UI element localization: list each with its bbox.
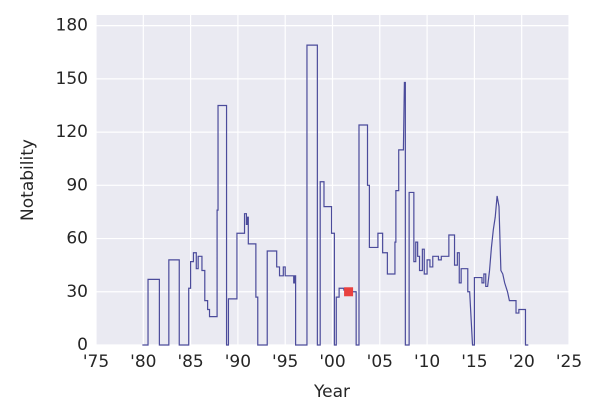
x-tick-label: '25: [556, 352, 582, 372]
x-tick-label: '00: [319, 352, 345, 372]
marker: [344, 287, 354, 297]
x-tick-label: '90: [225, 352, 251, 372]
x-tick-label: '85: [177, 352, 203, 372]
x-tick-label: '95: [272, 352, 298, 372]
x-tick-label: '15: [461, 352, 487, 372]
y-tick-label: 90: [66, 175, 88, 195]
y-tick-label: 150: [56, 69, 88, 89]
x-tick-label: '80: [130, 352, 156, 372]
x-tick-label: '10: [414, 352, 440, 372]
y-tick-label: 180: [56, 16, 88, 36]
line: [142, 44, 529, 346]
x-tick-label: '05: [367, 352, 393, 372]
y-axis-label: Notability: [18, 139, 38, 221]
y-tick-label: 120: [56, 122, 88, 142]
y-tick-label: 30: [66, 282, 88, 302]
y-tick-label: 60: [66, 229, 88, 249]
x-tick-label: '20: [509, 352, 535, 372]
x-axis-label: Year: [313, 382, 350, 402]
y-tick-label: 0: [77, 335, 88, 355]
x-tick-label: '75: [83, 352, 109, 372]
